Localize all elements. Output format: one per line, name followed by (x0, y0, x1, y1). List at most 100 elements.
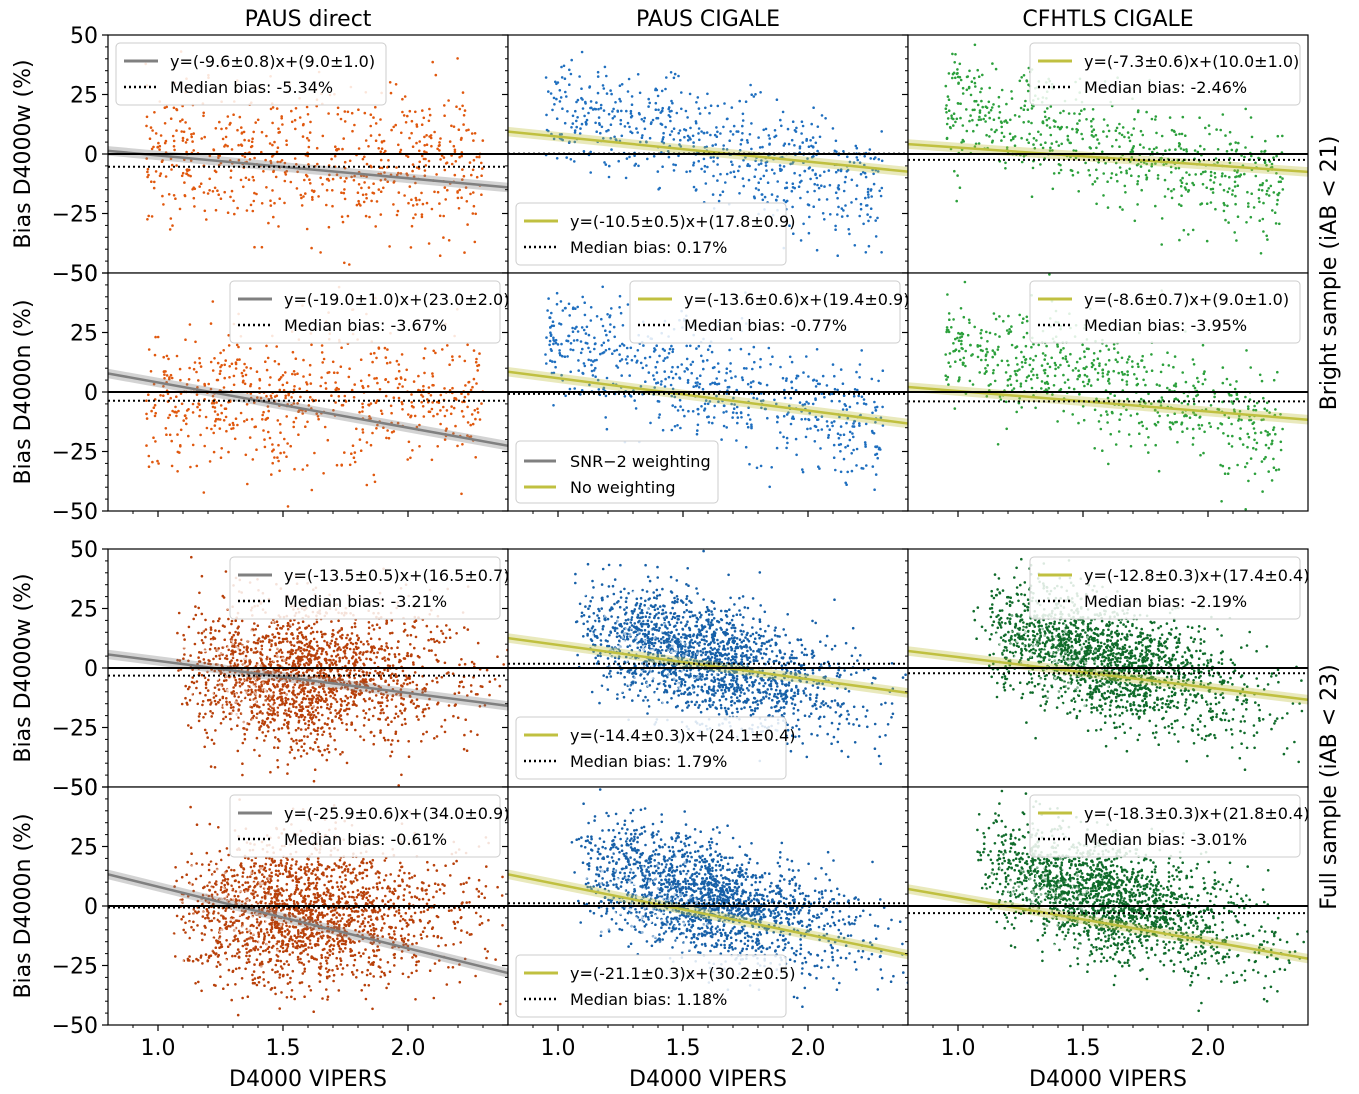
data-point (1098, 362, 1101, 365)
data-point (337, 147, 340, 151)
data-point (705, 145, 708, 149)
data-point (181, 136, 185, 140)
data-point (732, 124, 736, 128)
data-point (645, 364, 648, 367)
data-point (1180, 181, 1184, 184)
data-point (1114, 358, 1118, 362)
data-point (386, 669, 390, 672)
data-point (998, 111, 1002, 114)
data-point (168, 228, 172, 231)
data-point (738, 192, 741, 195)
data-point (209, 387, 213, 391)
data-point (271, 189, 274, 192)
data-point (861, 467, 865, 470)
data-point (569, 342, 573, 345)
data-point (810, 144, 813, 148)
data-point (706, 415, 709, 419)
data-point (762, 128, 765, 132)
data-point (843, 403, 846, 406)
data-point (461, 443, 464, 446)
data-point (1113, 347, 1116, 350)
data-point (799, 239, 803, 242)
data-point (556, 343, 560, 346)
data-point (855, 370, 858, 374)
data-point (206, 192, 210, 195)
data-point (379, 179, 383, 182)
data-point (313, 622, 316, 626)
data-point (581, 347, 584, 351)
data-point (152, 186, 156, 190)
data-point (422, 384, 425, 388)
data-point (773, 129, 777, 132)
data-point (552, 404, 555, 407)
data-point (620, 134, 624, 138)
data-point (1066, 139, 1070, 142)
data-point (466, 405, 469, 409)
data-point (795, 126, 798, 130)
fit-line (108, 372, 508, 448)
data-point (357, 183, 361, 186)
data-point (230, 362, 234, 366)
data-point (609, 123, 613, 126)
data-point (438, 141, 441, 144)
data-point (293, 157, 297, 160)
data-point (267, 409, 271, 413)
data-point (589, 150, 592, 154)
data-point (836, 432, 840, 436)
data-point (422, 415, 426, 418)
data-point (1276, 134, 1280, 138)
data-point (684, 128, 688, 132)
data-point (697, 159, 700, 163)
data-point (1231, 193, 1234, 196)
data-point (243, 382, 247, 386)
data-point (245, 403, 249, 406)
data-point (664, 125, 667, 129)
data-point (147, 465, 151, 469)
data-point (1022, 355, 1026, 359)
data-point (224, 415, 228, 419)
data-point (609, 89, 612, 92)
data-point (249, 383, 253, 386)
data-point (1234, 202, 1237, 206)
data-point (452, 432, 455, 435)
data-point (827, 433, 830, 437)
data-point (227, 450, 230, 454)
data-point (1211, 191, 1215, 194)
data-point (850, 452, 853, 455)
data-point (295, 696, 299, 699)
data-point (567, 334, 571, 338)
data-point (653, 347, 656, 350)
data-point (275, 150, 279, 154)
data-point (951, 72, 955, 76)
data-point (190, 133, 193, 136)
data-point (854, 144, 858, 148)
data-point (302, 122, 305, 126)
data-point (1048, 273, 1051, 276)
data-point (383, 668, 386, 672)
data-point (425, 683, 429, 686)
data-point (1221, 366, 1225, 369)
data-point (213, 410, 217, 413)
data-point (162, 203, 165, 206)
data-point (604, 416, 607, 419)
data-point (597, 107, 600, 111)
data-point (208, 460, 212, 463)
data-point (952, 117, 955, 121)
data-point (234, 367, 238, 370)
data-point (741, 124, 744, 128)
data-point (616, 110, 620, 113)
data-point (1130, 156, 1134, 159)
data-point (694, 384, 698, 388)
data-point (881, 405, 884, 409)
data-point (702, 131, 706, 135)
data-point (964, 364, 967, 368)
data-point (395, 359, 399, 363)
data-point (594, 121, 597, 125)
data-point (846, 214, 849, 218)
data-point (394, 83, 398, 86)
data-point (1265, 179, 1268, 182)
data-point (596, 378, 600, 382)
data-point (216, 378, 220, 382)
data-point (361, 157, 365, 161)
data-point (218, 154, 221, 157)
